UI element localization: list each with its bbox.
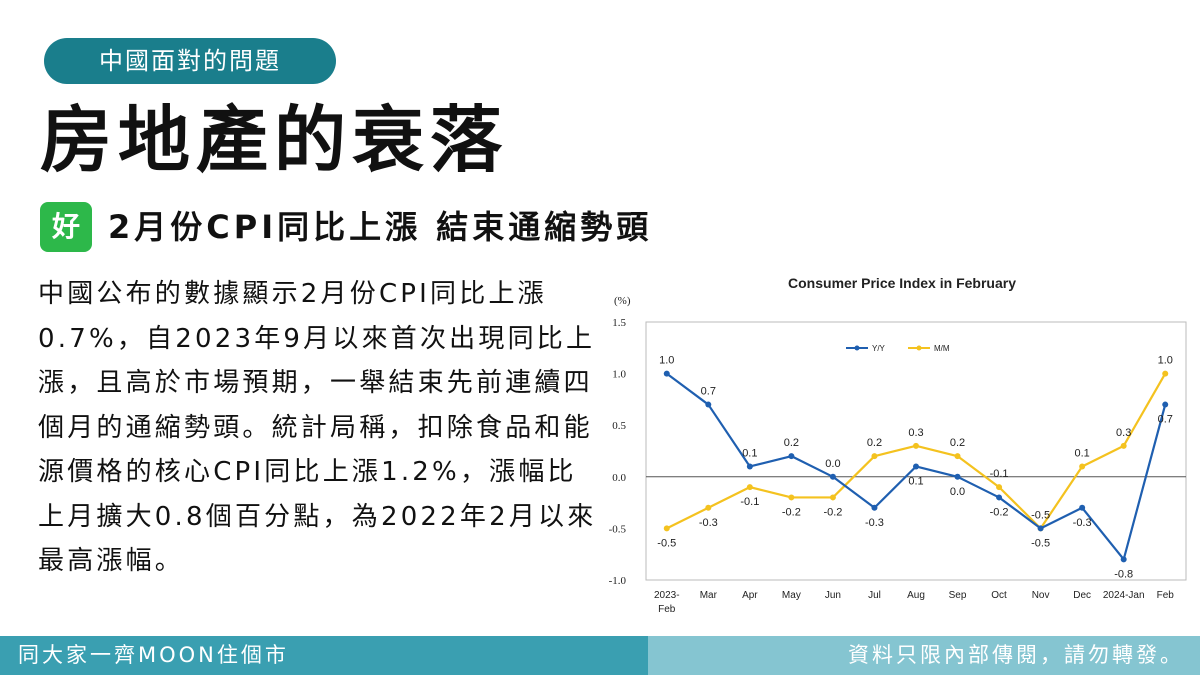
- data-point: [746, 463, 753, 470]
- data-point: [788, 494, 795, 501]
- x-tick-label: Apr: [742, 590, 758, 601]
- data-label: -0.5: [1031, 537, 1050, 549]
- y-tick-label: 0.0: [612, 472, 626, 484]
- x-tick-label: Jul: [868, 590, 881, 601]
- data-point: [829, 473, 836, 480]
- data-label: 1.0: [659, 355, 674, 367]
- data-point: [1120, 556, 1127, 563]
- y-tick-label: 1.5: [612, 317, 626, 329]
- data-point: [996, 494, 1003, 501]
- x-tick-label: 2024-Jan: [1103, 590, 1145, 601]
- data-point: [788, 453, 795, 460]
- data-point: [663, 370, 670, 377]
- plot-frame: [645, 321, 1187, 581]
- subheadline: 2月份CPI同比上漲 結束通縮勢頭: [108, 208, 653, 246]
- x-tick-label: Oct: [991, 590, 1007, 601]
- y-tick-label: 1.0: [612, 369, 626, 381]
- data-label: -0.5: [1031, 509, 1050, 521]
- x-tick-label: Sep: [949, 590, 967, 601]
- data-point: [996, 484, 1003, 491]
- x-tick-label: 2023-: [654, 590, 680, 601]
- data-label: -0.2: [782, 506, 801, 518]
- good-news-badge: 好: [40, 202, 92, 252]
- data-label: 0.0: [825, 458, 840, 470]
- data-label: 0.1: [1075, 447, 1090, 459]
- x-tick-label: Nov: [1032, 590, 1050, 601]
- category-pill: 中國面對的問題: [44, 38, 336, 84]
- data-point: [746, 484, 753, 491]
- data-label: 0.7: [1158, 414, 1173, 426]
- x-tick-label: Aug: [907, 590, 925, 601]
- data-point: [1037, 525, 1044, 532]
- data-label: 0.2: [950, 437, 965, 449]
- data-label: -0.2: [990, 506, 1009, 518]
- x-tick-label: Dec: [1073, 590, 1091, 601]
- data-point: [705, 504, 712, 511]
- data-label: -0.3: [699, 517, 718, 529]
- y-tick-label: -0.5: [609, 523, 627, 535]
- data-point: [954, 453, 961, 460]
- y-axis-ticks: 1.5 1.0 0.5 0.0 -0.5 -1.0: [609, 317, 627, 587]
- data-point: [705, 401, 712, 408]
- data-label: -0.1: [990, 468, 1009, 480]
- x-tick-label: Feb: [658, 604, 676, 615]
- data-label: -0.3: [1073, 517, 1092, 529]
- data-label: -0.1: [740, 496, 759, 508]
- data-point: [1079, 504, 1086, 511]
- footer-disclaimer: 資料只限內部傳閱，請勿轉發。: [648, 636, 1200, 675]
- data-point: [913, 442, 919, 449]
- data-point: [829, 494, 836, 501]
- data-point: [663, 525, 670, 532]
- data-label: 0.3: [1116, 427, 1131, 439]
- legend-marker: [916, 345, 922, 351]
- data-label: 0.1: [908, 475, 923, 487]
- x-tick-label: Feb: [1157, 590, 1175, 601]
- x-axis-ticks: 2023- Feb Mar Apr May Jun Jul Aug Sep Oct Nov Dec 20…: [654, 590, 1174, 615]
- data-label: 0.3: [908, 427, 923, 439]
- data-label: 0.0: [950, 486, 965, 498]
- x-tick-label: May: [782, 590, 801, 601]
- x-tick-label: Jun: [825, 590, 841, 601]
- legend-label: Y/Y: [872, 344, 886, 353]
- data-label: -0.2: [823, 506, 842, 518]
- chart-title: Consumer Price Index in February: [788, 275, 1016, 291]
- chart-series: 1.0 -0.5 0.7 -0.3 0.1 -0.1 0.2 -0.2 0.0 -0.2 -0.3 0…: [657, 355, 1173, 581]
- data-label: -0.3: [865, 517, 884, 529]
- data-label: -0.8: [1114, 568, 1133, 580]
- data-point: [871, 453, 878, 460]
- chart-legend: Y/Y M/M: [846, 344, 950, 353]
- data-label: -0.5: [657, 537, 676, 549]
- data-point: [913, 463, 919, 470]
- data-label: 0.7: [701, 386, 716, 398]
- data-point: [1120, 442, 1127, 449]
- data-point: [871, 504, 878, 511]
- data-label: 0.2: [867, 437, 882, 449]
- footer: 同大家一齊MOON住個市 資料只限內部傳閱，請勿轉發。: [0, 636, 1200, 675]
- data-label: 0.2: [784, 437, 799, 449]
- cpi-chart-svg: Consumer Price Index in February (%) 1.5…: [609, 275, 1187, 615]
- x-tick-label: Mar: [700, 590, 718, 601]
- data-point: [1162, 370, 1169, 377]
- article-body: 中國公布的數據顯示2月份CPI同比上漲0.7%，自2023年9月以來首次出現同比…: [38, 279, 597, 576]
- legend-marker: [854, 345, 860, 351]
- data-label: 0.1: [742, 447, 757, 459]
- legend-label: M/M: [934, 344, 950, 353]
- data-point: [954, 473, 961, 480]
- data-point: [1079, 463, 1086, 470]
- data-label: 1.0: [1158, 355, 1173, 367]
- y-tick-label: -1.0: [609, 575, 627, 587]
- data-point: [1162, 401, 1169, 408]
- cpi-chart: Consumer Price Index in February (%) 1.5…: [600, 268, 1200, 620]
- footer-slogan: 同大家一齊MOON住個市: [0, 636, 648, 675]
- chart-y-axis-label: (%): [614, 295, 631, 307]
- page-title: 房地產的衰落: [40, 97, 509, 182]
- y-tick-label: 0.5: [612, 420, 626, 432]
